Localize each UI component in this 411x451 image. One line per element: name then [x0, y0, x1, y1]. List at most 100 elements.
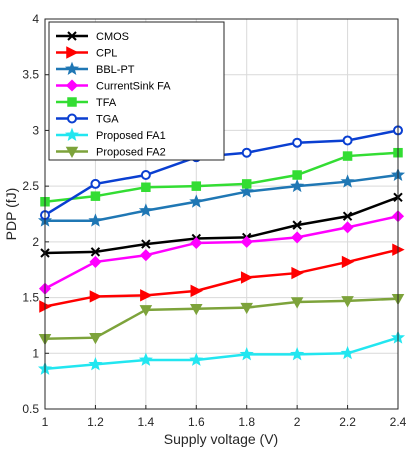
legend-label: Proposed FA1 — [96, 130, 166, 142]
data-point — [189, 194, 204, 208]
legend-label: TFA — [96, 97, 117, 109]
data-point — [240, 302, 253, 315]
data-point — [139, 305, 153, 317]
data-point — [292, 170, 302, 180]
data-point — [139, 249, 152, 262]
data-point — [341, 255, 355, 269]
x-tick-label: 1.8 — [238, 415, 255, 429]
data-point — [342, 211, 353, 221]
data-point — [64, 127, 80, 141]
x-tick-label: 2 — [294, 415, 301, 429]
x-tick-label: 1.4 — [138, 415, 155, 429]
data-point — [90, 191, 101, 201]
x-axis-label: Supply voltage (V) — [164, 431, 278, 447]
legend: CMOS CPL BBL-PT CurrentSink FA TFA TGA Propose… — [48, 21, 225, 161]
data-point — [190, 284, 203, 298]
legend-box — [48, 21, 225, 161]
y-axis-label: PDP (fJ) — [3, 188, 19, 241]
data-point — [191, 181, 202, 191]
data-point — [239, 347, 254, 361]
legend-item: TFA — [56, 97, 117, 109]
data-point — [239, 184, 254, 198]
data-point — [291, 231, 304, 244]
legend-item: CPL — [56, 46, 117, 60]
y-tick-label: 3.5 — [22, 68, 39, 82]
data-point — [342, 151, 353, 161]
y-tick-label: 0.5 — [22, 402, 39, 416]
legend-label: TGA — [96, 114, 119, 126]
data-point — [190, 236, 203, 250]
data-point — [340, 174, 355, 188]
data-point — [141, 239, 151, 249]
data-point — [141, 182, 151, 193]
data-point — [290, 347, 305, 361]
data-point — [140, 289, 153, 302]
y-tick-label: 4 — [32, 12, 39, 26]
data-point — [90, 247, 101, 257]
legend-label: CMOS — [96, 31, 129, 43]
data-point — [292, 137, 303, 148]
data-point — [240, 235, 253, 248]
x-tick-label: 2.4 — [390, 415, 407, 429]
legend-item: TGA — [56, 113, 119, 126]
series-line — [45, 173, 399, 222]
data-point — [66, 46, 79, 59]
data-point — [67, 97, 77, 107]
legend-label: CPL — [96, 48, 117, 60]
legend-item: CMOS — [56, 31, 129, 43]
marker-stroke — [90, 247, 101, 257]
data-point — [64, 61, 80, 75]
data-point — [138, 352, 153, 366]
data-point — [89, 255, 102, 268]
legend-item: Proposed FA2 — [56, 147, 166, 159]
marker-stroke — [342, 211, 353, 221]
legend-item: BBL-PT — [56, 61, 135, 76]
x-tick-label: 1.2 — [87, 415, 104, 429]
data-point — [342, 135, 353, 146]
series-line — [44, 297, 399, 341]
data-point — [241, 179, 252, 189]
data-point — [190, 303, 203, 316]
series-line — [44, 248, 399, 308]
data-point — [189, 352, 204, 366]
data-point — [88, 213, 103, 227]
data-point — [140, 170, 151, 180]
data-point — [340, 345, 355, 360]
y-tick-label: 2.5 — [22, 179, 39, 193]
marker-stroke — [67, 31, 77, 41]
data-point — [291, 266, 304, 280]
data-point — [90, 178, 101, 189]
y-tick-label: 2 — [32, 235, 39, 249]
axis-ticks: 1 1.2 1.4 1.6 1.8 2 2.2 2.40.511.522.533.54 — [22, 12, 406, 429]
data-point — [67, 31, 77, 41]
y-tick-label: 1 — [32, 346, 39, 360]
data-point — [241, 147, 252, 158]
data-point — [67, 113, 77, 124]
legend-label: Proposed FA2 — [96, 147, 166, 159]
data-point — [65, 146, 79, 159]
series-line — [44, 336, 399, 371]
legend-item: CurrentSink FA — [56, 79, 171, 93]
data-point — [65, 79, 79, 92]
legend-item: Proposed FA1 — [56, 127, 166, 142]
data-point — [292, 220, 302, 230]
plot-border — [44, 18, 399, 410]
data-point — [138, 203, 153, 217]
y-tick-label: 3 — [32, 123, 39, 137]
series-line — [44, 151, 399, 203]
legend-label: BBL-PT — [96, 64, 135, 76]
data-point — [89, 290, 103, 303]
data-point — [240, 271, 254, 284]
series-line — [44, 215, 399, 290]
x-tick-label: 1.6 — [188, 415, 205, 429]
data-point — [341, 296, 354, 308]
data-point — [89, 332, 102, 345]
x-tick-label: 2.2 — [339, 415, 356, 429]
series-proposed-fa2 — [38, 293, 405, 346]
data-point — [290, 297, 304, 309]
y-tick-label: 1.5 — [22, 291, 39, 305]
legend-label: CurrentSink FA — [96, 81, 171, 93]
marker-stroke — [141, 239, 151, 249]
marker-stroke — [292, 220, 302, 230]
